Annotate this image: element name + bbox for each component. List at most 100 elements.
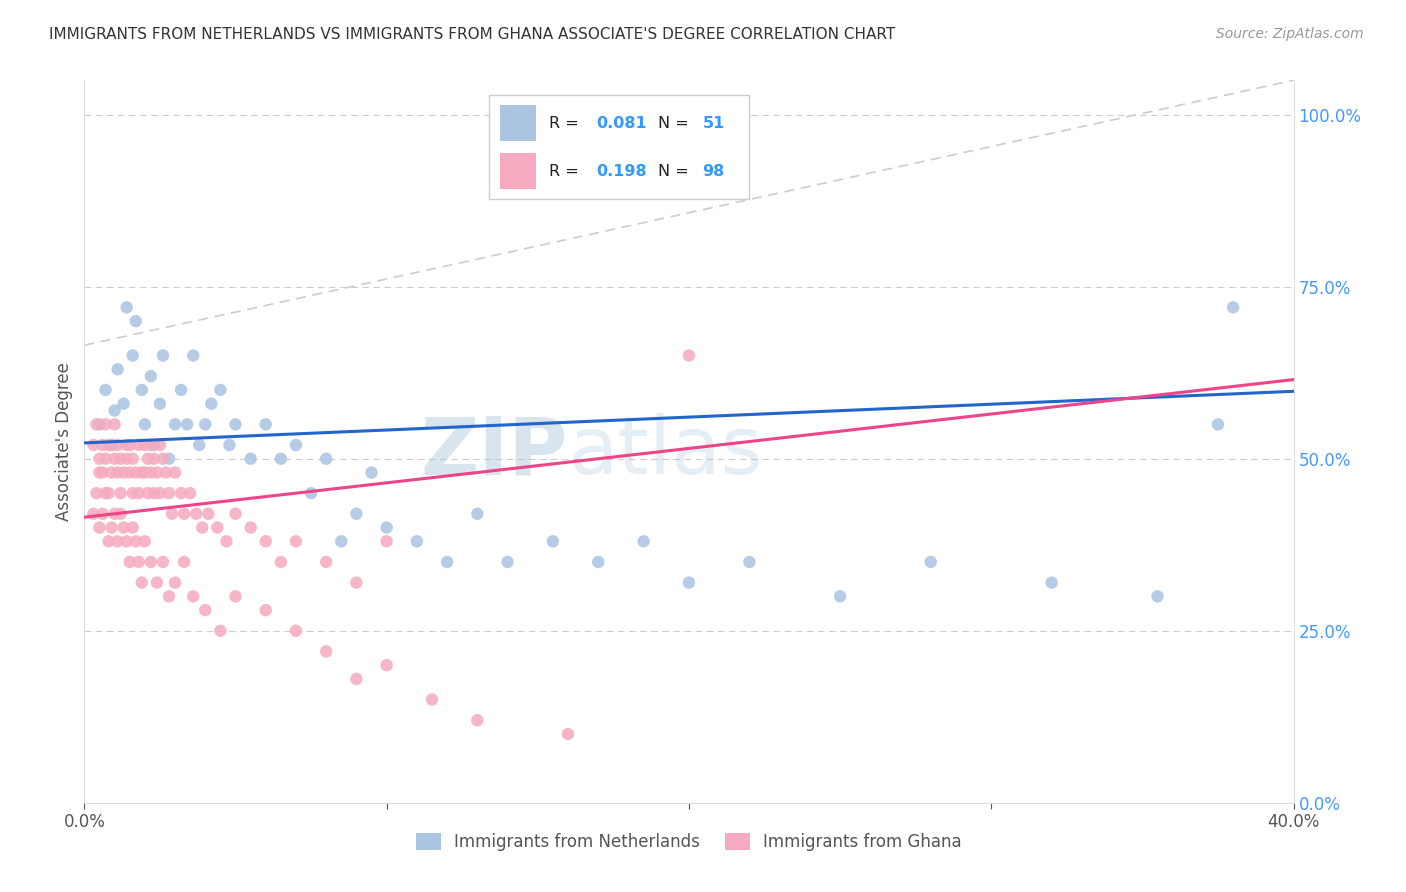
- Point: [633, 534, 655, 549]
- Point: [139, 438, 162, 452]
- Point: [94, 486, 117, 500]
- Point: [254, 534, 277, 549]
- Point: [186, 507, 208, 521]
- Point: [1146, 590, 1168, 604]
- Point: [131, 575, 153, 590]
- Point: [128, 555, 150, 569]
- Point: [165, 417, 187, 432]
- Point: [678, 575, 700, 590]
- Point: [146, 466, 169, 480]
- Point: [194, 417, 217, 432]
- Point: [375, 658, 398, 673]
- Point: [1206, 417, 1229, 432]
- Point: [94, 383, 117, 397]
- Point: [139, 466, 162, 480]
- Point: [346, 507, 368, 521]
- Point: [134, 438, 156, 452]
- Point: [225, 417, 247, 432]
- Point: [588, 555, 610, 569]
- Point: [128, 438, 150, 452]
- Point: [125, 466, 148, 480]
- Point: [86, 486, 108, 500]
- Point: [152, 555, 174, 569]
- Point: [107, 466, 129, 480]
- Point: [157, 451, 180, 466]
- Point: [97, 486, 120, 500]
- Point: [82, 438, 104, 452]
- Point: [165, 466, 187, 480]
- Point: [89, 451, 111, 466]
- Point: [346, 672, 368, 686]
- Point: [197, 507, 219, 521]
- Point: [125, 534, 148, 549]
- Point: [173, 555, 195, 569]
- Point: [173, 507, 195, 521]
- Point: [209, 383, 232, 397]
- Point: [115, 534, 138, 549]
- Point: [131, 383, 153, 397]
- Point: [134, 466, 156, 480]
- Point: [436, 555, 458, 569]
- Point: [142, 438, 165, 452]
- Point: [91, 438, 114, 452]
- Point: [330, 534, 353, 549]
- Point: [830, 590, 852, 604]
- Point: [375, 534, 398, 549]
- Point: [155, 466, 177, 480]
- Point: [406, 534, 429, 549]
- Point: [121, 451, 143, 466]
- Point: [100, 520, 122, 534]
- Point: [134, 534, 156, 549]
- Point: [176, 417, 198, 432]
- Point: [467, 507, 489, 521]
- Point: [112, 466, 135, 480]
- Point: [218, 438, 240, 452]
- Point: [136, 486, 159, 500]
- Point: [152, 451, 174, 466]
- Point: [541, 534, 564, 549]
- Point: [270, 555, 292, 569]
- Point: [139, 369, 162, 384]
- Point: [467, 713, 489, 727]
- Point: [112, 397, 135, 411]
- Point: [157, 486, 180, 500]
- Point: [121, 520, 143, 534]
- Point: [104, 403, 127, 417]
- Point: [97, 438, 120, 452]
- Point: [678, 349, 700, 363]
- Point: [315, 644, 337, 658]
- Point: [107, 362, 129, 376]
- Point: [121, 486, 143, 500]
- Point: [239, 451, 262, 466]
- Point: [420, 692, 443, 706]
- Point: [82, 507, 104, 521]
- Point: [191, 520, 214, 534]
- Text: Source: ZipAtlas.com: Source: ZipAtlas.com: [1216, 27, 1364, 41]
- Point: [118, 466, 141, 480]
- Point: [149, 397, 172, 411]
- Point: [299, 486, 322, 500]
- Point: [209, 624, 232, 638]
- Point: [920, 555, 942, 569]
- Point: [104, 417, 127, 432]
- Point: [121, 349, 143, 363]
- Point: [118, 555, 141, 569]
- Point: [152, 349, 174, 363]
- Legend: Immigrants from Netherlands, Immigrants from Ghana: Immigrants from Netherlands, Immigrants …: [408, 825, 970, 860]
- Point: [118, 438, 141, 452]
- Point: [1040, 575, 1063, 590]
- Text: IMMIGRANTS FROM NETHERLANDS VS IMMIGRANTS FROM GHANA ASSOCIATE'S DEGREE CORRELAT: IMMIGRANTS FROM NETHERLANDS VS IMMIGRANT…: [49, 27, 896, 42]
- Point: [285, 624, 308, 638]
- Point: [315, 451, 337, 466]
- Point: [254, 603, 277, 617]
- Point: [1222, 301, 1244, 315]
- Point: [104, 507, 127, 521]
- Point: [136, 451, 159, 466]
- Point: [94, 417, 117, 432]
- Point: [200, 397, 222, 411]
- Point: [170, 383, 193, 397]
- Point: [346, 575, 368, 590]
- Point: [738, 555, 761, 569]
- Y-axis label: Associate's Degree: Associate's Degree: [55, 362, 73, 521]
- Point: [110, 451, 132, 466]
